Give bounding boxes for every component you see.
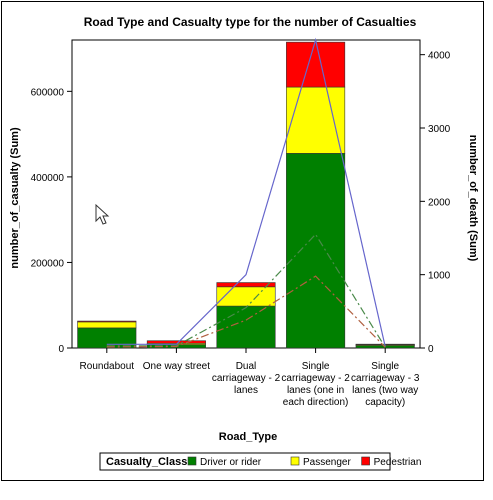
x-tick-label-line: lanes (two way: [352, 385, 418, 396]
bar-segment: [147, 341, 205, 344]
legend-swatch: [362, 457, 370, 465]
x-tick-label-line: Single: [371, 361, 399, 372]
bar-segment: [217, 306, 275, 348]
x-tick-label-line: lanes: [234, 385, 258, 396]
y2-tick-label: 4000: [428, 51, 451, 62]
outer-frame: [2, 2, 484, 481]
y2-tick-label: 1000: [428, 271, 451, 282]
legend-label: Pedestrian: [374, 457, 422, 468]
legend-label: Driver or rider: [200, 457, 262, 468]
y2-tick-label: 2000: [428, 197, 451, 208]
x-tick-label-line: capacity): [365, 397, 405, 408]
y-tick-label: 400000: [31, 173, 65, 184]
y2-tick-label: 3000: [428, 124, 451, 135]
x-axis-title: Road_Type: [219, 431, 277, 443]
x-tick-label-line: each direction): [283, 397, 349, 408]
legend-swatch: [291, 457, 299, 465]
x-tick-label-line: Dual: [236, 361, 257, 372]
bar-segment: [217, 287, 275, 306]
bar-segment: [78, 321, 136, 322]
y-axis-title: number_of_casualty (Sum): [9, 127, 21, 269]
x-tick-label-line: One way street: [143, 361, 210, 372]
legend-label: Passenger: [303, 457, 351, 468]
y-tick-label: 200000: [31, 258, 65, 269]
legend: Casualty_Class Driver or rider Passenger P…: [100, 453, 421, 470]
legend-title: Casualty_Class: [106, 456, 187, 468]
x-tick-label: One way street: [143, 361, 210, 372]
x-tick-label: Roundabout: [80, 361, 135, 372]
bar-segment: [286, 42, 344, 87]
x-tick-label-line: carriageway - 3: [351, 373, 420, 384]
x-tick-label-line: lanes (one in: [287, 385, 344, 396]
chart-title: Road Type and Casualty type for the numb…: [84, 15, 417, 29]
x-tick-label-line: Roundabout: [80, 361, 135, 372]
bar-segment: [286, 87, 344, 153]
bar-segment: [78, 328, 136, 348]
y2-tick-label: 0: [428, 344, 434, 355]
bar-segment: [78, 322, 136, 328]
x-tick-label-line: Single: [302, 361, 330, 372]
y-tick-label: 0: [58, 344, 64, 355]
y2-axis-title: number_of_death (Sum): [467, 135, 479, 262]
x-tick-label-line: carriageway - 2: [212, 373, 281, 384]
bar-segment: [286, 153, 344, 348]
x-tick-label-line: carriageway - 2: [281, 373, 350, 384]
legend-swatch: [188, 457, 196, 465]
y-tick-label: 600000: [31, 87, 65, 98]
